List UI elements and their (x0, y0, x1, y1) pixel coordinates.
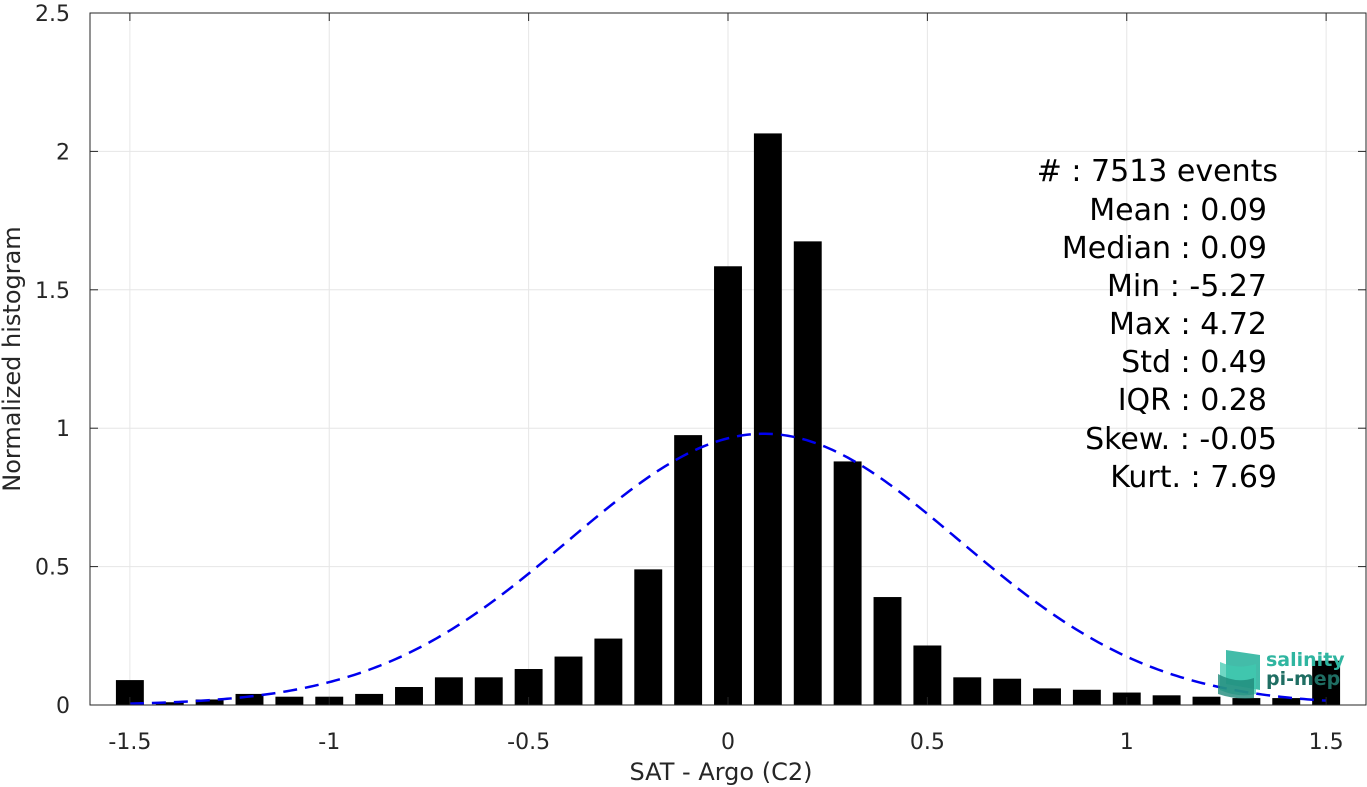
histogram-bar (395, 687, 423, 705)
histogram-bar (235, 693, 264, 705)
stat-count: # : 7513 events (1037, 154, 1278, 189)
histogram-bar (753, 133, 782, 705)
histogram-bar (155, 702, 184, 705)
x-tick-label: 0.5 (910, 730, 945, 755)
gaussian-fit-curve (129, 432, 1327, 705)
histogram-bars (115, 133, 1341, 706)
y-axis-ticks: 0 0.5 1 1.5 2 2.5 (35, 2, 1366, 719)
y-axis-label: Normalized histogram (0, 226, 26, 491)
y-tick-label: 0.5 (35, 556, 70, 581)
stat-max: Max : 4.72 (1109, 307, 1267, 342)
logo-text-salinity: salinity (1266, 649, 1345, 671)
histogram-bar (1192, 696, 1221, 705)
histogram-bar (793, 241, 822, 706)
histogram-bar (275, 696, 304, 705)
x-tick-label: -1.5 (108, 730, 151, 755)
histogram-bar (355, 693, 384, 705)
histogram-bar (873, 597, 902, 705)
y-tick-label: 1.5 (35, 279, 70, 304)
histogram-bar (674, 435, 703, 705)
histogram-bar (1072, 689, 1101, 705)
x-tick-label: 1 (1120, 730, 1134, 755)
histogram-bar (993, 678, 1022, 705)
statistics-box: # : 7513 events Mean : 0.09 Median : 0.0… (1037, 154, 1278, 495)
histogram-bar (474, 677, 503, 705)
x-tick-label: 0 (721, 730, 735, 755)
logo-text-pi-mep: pi-mep (1266, 668, 1340, 690)
stat-skew: Skew. : -0.05 (1085, 422, 1277, 457)
histogram-bar (594, 638, 623, 705)
histogram-bar (554, 656, 583, 705)
stat-iqr: IQR : 0.28 (1118, 383, 1267, 418)
histogram-bar (1232, 698, 1261, 705)
x-tick-label: 1.5 (1309, 730, 1344, 755)
stat-mean: Mean : 0.09 (1089, 193, 1267, 228)
x-axis-label: SAT - Argo (C2) (630, 758, 813, 786)
x-tick-label: -0.5 (507, 730, 550, 755)
salinity-pi-mep-logo: salinity pi-mep (1218, 649, 1345, 699)
y-tick-label: 0 (56, 694, 70, 719)
histogram-bar (953, 677, 982, 705)
y-tick-label: 1 (56, 417, 70, 442)
histogram-bar (434, 677, 463, 705)
histogram-bar (634, 569, 663, 705)
histogram-bar (195, 699, 224, 705)
y-tick-label: 2 (56, 140, 70, 165)
x-axis-ticks: -1.5 -1 -0.5 0 0.5 1 1.5 (108, 13, 1344, 755)
histogram-bar (1272, 698, 1301, 705)
histogram-bar (1152, 695, 1181, 705)
histogram-bar (714, 266, 742, 705)
logo-wave-icon (1218, 650, 1260, 699)
stat-std: Std : 0.49 (1121, 345, 1267, 380)
stat-min: Min : -5.27 (1107, 269, 1267, 304)
stat-kurt: Kurt. : 7.69 (1110, 460, 1277, 495)
y-tick-label: 2.5 (35, 2, 70, 27)
histogram-bar (913, 645, 942, 705)
x-tick-label: -1 (318, 730, 340, 755)
histogram-bar (1033, 688, 1061, 705)
stat-median: Median : 0.09 (1062, 231, 1267, 266)
histogram-bar (833, 461, 862, 705)
